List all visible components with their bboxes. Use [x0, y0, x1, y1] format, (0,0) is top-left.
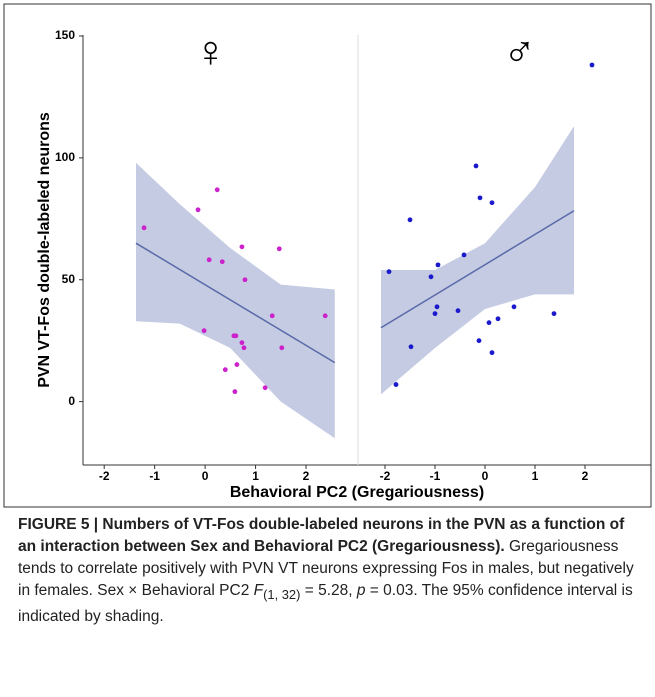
data-point	[551, 311, 557, 317]
data-point	[477, 195, 483, 201]
x-tick-label: -2	[99, 469, 110, 483]
data-point	[455, 308, 461, 314]
data-point	[434, 304, 440, 310]
data-point	[239, 340, 245, 346]
x-tick-label: -2	[380, 469, 391, 483]
data-point	[489, 350, 495, 356]
data-point	[393, 382, 399, 387]
x-tick-label: 1	[532, 469, 539, 483]
fit-line	[380, 210, 575, 329]
data-point	[461, 252, 467, 258]
data-point	[435, 262, 441, 268]
data-point	[476, 338, 482, 344]
data-point	[234, 362, 240, 367]
stat: p	[356, 582, 366, 599]
frame	[3, 3, 652, 508]
y-axis-label: PVN VT-Fos double-labeled neurons	[36, 112, 53, 388]
caption: FIGURE 5 | Numbers of VT-Fos double-labe…	[18, 514, 640, 628]
x-tick-label: 2	[582, 469, 589, 483]
data-point	[432, 311, 438, 317]
panel-symbol: ♀	[194, 28, 227, 77]
data-point	[489, 200, 495, 206]
data-point	[222, 367, 228, 373]
x-tick-label: 2	[303, 469, 310, 483]
panel-symbol: ♂	[503, 28, 536, 77]
x-tick-label: -1	[149, 469, 160, 483]
x-tick-label: 1	[252, 469, 259, 483]
data-point	[589, 62, 595, 68]
y-tick-label: 150	[55, 28, 75, 42]
x-tick-label: 0	[202, 469, 209, 483]
x-tick-label: 0	[482, 469, 489, 483]
x-axis-label: Behavioral PC2 (Gregariousness)	[230, 484, 484, 501]
stat: F	[253, 582, 264, 599]
data-point	[408, 344, 414, 350]
confidence-band	[135, 162, 335, 439]
data-point	[239, 244, 245, 250]
caption-heading: FIGURE 5 | Numbers of VT-Fos double-labe…	[18, 516, 625, 555]
data-point	[486, 320, 492, 326]
data-point	[242, 277, 248, 283]
data-point	[322, 313, 328, 319]
data-point	[141, 225, 147, 231]
fit-line	[135, 242, 336, 364]
caption-text: = 5.28,	[300, 582, 357, 599]
stat-sub: (1, 32)	[263, 587, 301, 603]
y-tick-label: 100	[55, 150, 75, 164]
data-point	[214, 187, 220, 193]
data-point	[262, 385, 268, 391]
x-tick-label: -1	[430, 469, 441, 483]
data-point	[279, 345, 285, 351]
confidence-band	[381, 126, 574, 395]
data-point	[428, 274, 434, 280]
data-point	[473, 163, 479, 169]
data-point	[241, 345, 247, 351]
caption-text: Gregariousness tends to correlate positi…	[18, 538, 634, 599]
data-point	[219, 259, 225, 265]
data-point	[233, 333, 239, 339]
data-point	[386, 269, 392, 275]
data-point	[201, 328, 207, 334]
data-point	[206, 257, 212, 263]
data-point	[407, 217, 413, 223]
data-point	[195, 207, 201, 213]
data-point	[232, 389, 238, 395]
caption-text: = 0.03. The 95% confidence interval is i…	[18, 582, 633, 626]
data-point	[511, 304, 517, 310]
y-tick-label: 0	[68, 394, 75, 408]
data-point	[495, 316, 501, 322]
figure: PVN VT-Fos double-labeled neurons Behavi…	[3, 3, 652, 508]
data-point	[269, 313, 275, 319]
data-point	[276, 246, 282, 252]
y-tick-label: 50	[62, 272, 76, 286]
